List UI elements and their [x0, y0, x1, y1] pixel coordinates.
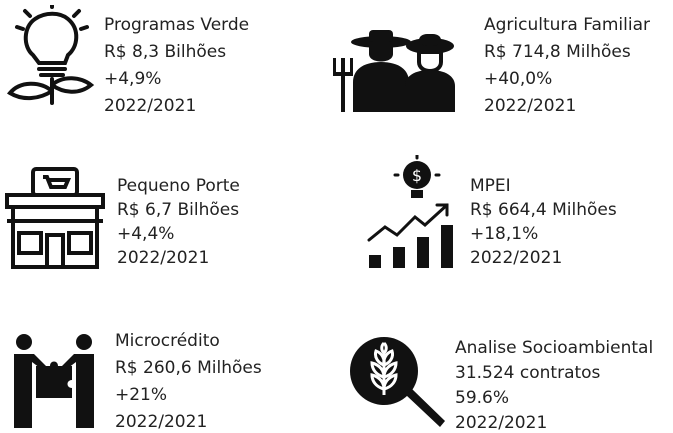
item-value: R$ 664,4 Milhões	[470, 200, 617, 220]
item-value: R$ 8,3 Bilhões	[104, 42, 227, 62]
icon-store	[5, 167, 105, 269]
item-value: R$ 260,6 Milhões	[115, 358, 262, 378]
icon-bulb	[6, 5, 95, 105]
item-change: +21%	[115, 385, 168, 405]
item-name: MPEI	[470, 176, 511, 196]
item-period: 2022/2021	[484, 96, 577, 116]
item-name: Analise Socioambiental	[455, 338, 654, 358]
item-period: 2022/2021	[115, 412, 208, 432]
item-period: 2022/2021	[455, 413, 548, 433]
icon-farmers	[333, 30, 455, 112]
item-name: Programas Verde	[104, 15, 250, 35]
item-period: 2022/2021	[104, 96, 197, 116]
item-value: R$ 6,7 Bilhões	[117, 200, 240, 220]
item-change: +4,4%	[117, 224, 175, 244]
item-change: 59.6%	[455, 388, 510, 408]
item-period: 2022/2021	[117, 248, 210, 268]
item-change: +18,1%	[470, 224, 539, 244]
item-value: R$ 714,8 Milhões	[484, 42, 631, 62]
svg-text:$: $	[412, 166, 422, 185]
icon-growth: $	[367, 155, 453, 268]
icon-magnifier	[350, 337, 445, 427]
item-name: Pequeno Porte	[117, 176, 240, 196]
item-period: 2022/2021	[470, 248, 563, 268]
icon-puzzle	[14, 334, 94, 428]
item-name: Agricultura Familiar	[484, 15, 650, 35]
item-name: Microcrédito	[115, 331, 220, 351]
item-change: +40,0%	[484, 69, 553, 89]
item-change: +4,9%	[104, 69, 162, 89]
item-value: 31.524 contratos	[455, 363, 601, 383]
